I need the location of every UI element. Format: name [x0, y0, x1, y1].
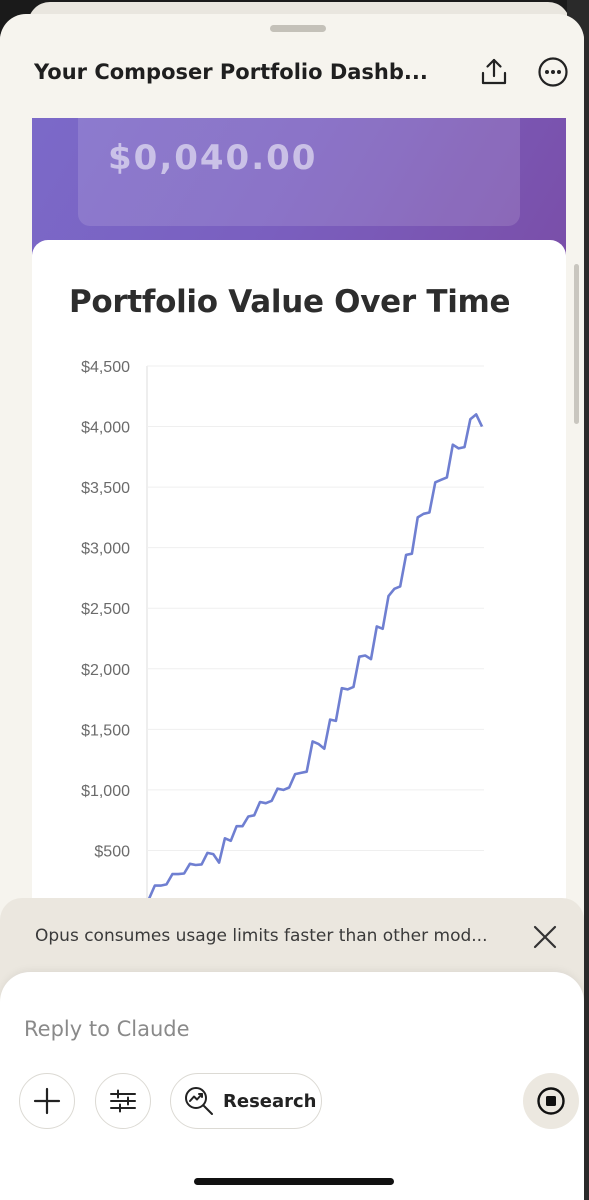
y-tick-label: $1,500	[81, 722, 130, 739]
y-tick-label: $500	[94, 843, 130, 860]
sliders-icon	[110, 1089, 136, 1113]
y-tick-label: $4,000	[81, 420, 130, 437]
artifact-sheet: $0,040.00 Your Composer Portfolio Dashb.…	[0, 14, 584, 1200]
sheet-grabber[interactable]	[270, 25, 326, 32]
y-tick-label: $2,500	[81, 601, 130, 618]
add-attachment-button[interactable]	[19, 1073, 75, 1129]
artifact-header: Your Composer Portfolio Dashb...	[0, 34, 584, 118]
plus-icon	[33, 1087, 61, 1115]
y-tick-label: $1,000	[81, 783, 130, 800]
stop-generation-button[interactable]	[523, 1073, 579, 1129]
share-button[interactable]	[474, 52, 514, 92]
usage-notice-text: Opus consumes usage limits faster than o…	[35, 926, 488, 946]
tools-button[interactable]	[95, 1073, 151, 1129]
chart-title: Portfolio Value Over Time	[69, 284, 511, 320]
artifact-title: Your Composer Portfolio Dashb...	[34, 60, 428, 84]
portfolio-total-value: $0,040.00	[108, 138, 318, 178]
home-indicator[interactable]	[194, 1178, 394, 1185]
reply-input[interactable]	[24, 1012, 524, 1046]
message-composer: Research	[0, 972, 584, 1200]
more-options-icon	[538, 57, 568, 87]
close-icon	[533, 925, 557, 949]
y-tick-label: $4,500	[81, 359, 130, 376]
research-icon	[185, 1087, 213, 1115]
more-options-button[interactable]	[533, 52, 573, 92]
y-tick-label: $3,000	[81, 541, 130, 558]
research-label: Research	[223, 1090, 317, 1112]
portfolio-value-line	[147, 413, 484, 900]
stop-icon	[537, 1087, 565, 1115]
research-button[interactable]: Research	[170, 1073, 322, 1129]
y-tick-label: $3,500	[81, 480, 130, 497]
y-tick-label: $2,000	[81, 662, 130, 679]
notice-close-button[interactable]	[526, 918, 564, 956]
scrollbar-thumb[interactable]	[574, 264, 579, 424]
share-upload-icon	[481, 58, 507, 85]
